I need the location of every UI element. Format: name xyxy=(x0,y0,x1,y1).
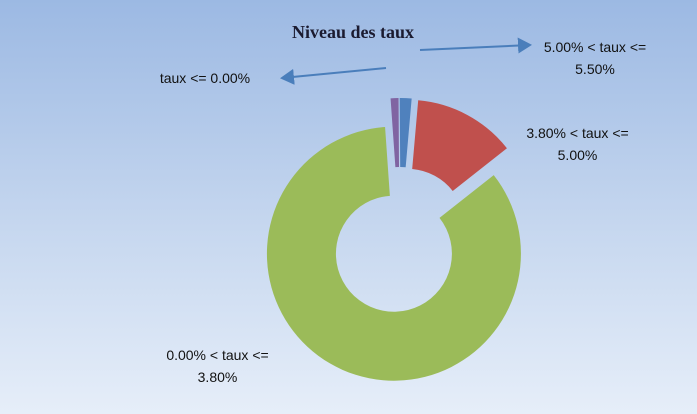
leader-line xyxy=(419,37,532,54)
slice-label: 0.00% < taux <= 3.80% xyxy=(166,347,269,385)
slice-label: 3.80% < taux <= 5.00% xyxy=(526,125,629,163)
leader-line xyxy=(280,67,387,85)
donut-slice xyxy=(399,98,412,168)
slice-label: 5.00% < taux <= 5.50% xyxy=(543,39,647,77)
donut-slice xyxy=(266,127,521,381)
donut-slice xyxy=(390,98,400,168)
donut-slice xyxy=(412,100,507,191)
slice-label: taux <= 0.00% xyxy=(159,70,251,86)
chart-title: Niveau des taux xyxy=(291,22,414,42)
